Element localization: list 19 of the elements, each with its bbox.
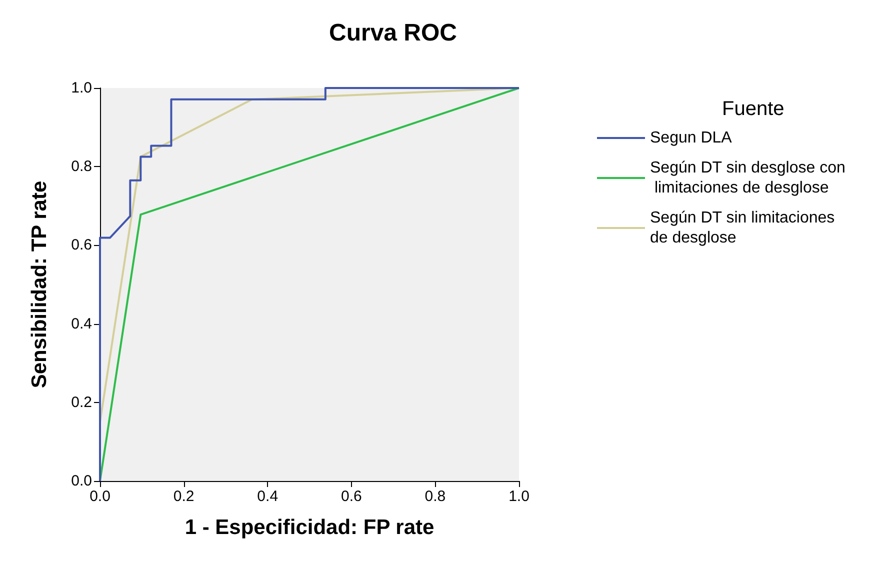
y-tick-label: 1.0 [71,80,92,96]
x-tick-label: 0.0 [90,488,110,505]
x-tick-label: 1.0 [508,488,530,505]
x-tick-label: 0.8 [424,488,446,505]
legend-title: Fuente [722,98,784,120]
y-tick-label: 0.2 [71,394,92,411]
legend-label: Según DT sin desglose con limitaciones de desglose [650,160,846,196]
legend-label: Según DT sin limitaciones de desglose [650,210,840,246]
chart-title: Curva ROC [328,20,458,46]
x-tick-label: 0.4 [257,488,278,505]
y-tick-label: 0.4 [71,315,92,332]
y-tick-label: 0.8 [71,158,92,176]
legend-label: Segun DLA [650,130,732,146]
x-tick-label: 0.2 [173,488,194,505]
y-tick-label: 0.6 [71,236,92,254]
x-tick-label: 0.6 [340,488,362,505]
y-tick-label: 0.0 [71,472,92,490]
x-axis-title: 1 - Especificidad: FP rate [184,516,434,539]
y-axis-title: Sensibilidad: TP rate [28,180,51,388]
